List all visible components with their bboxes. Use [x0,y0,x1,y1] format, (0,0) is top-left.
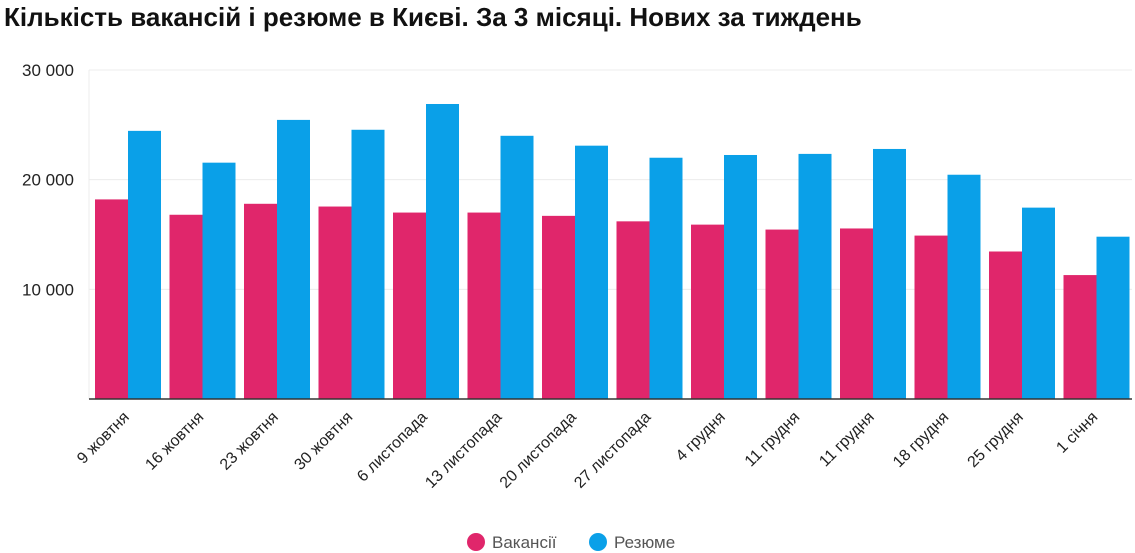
y-tick-label: 30 000 [22,61,74,80]
bar-vacancies [1063,275,1097,399]
bar-vacancies [840,228,873,399]
bar-vacancies [989,251,1022,399]
x-tick-label: 1 січня [1053,409,1101,457]
legend-label: Резюме [614,533,675,552]
x-tick-label: 23 жовтня [217,409,282,474]
x-tick-label: 16 жовтня [142,409,207,474]
y-tick-label: 20 000 [22,171,74,190]
x-tick-label: 27 листопада [571,409,654,492]
x-tick-label: 4 грудня [673,409,729,465]
legend-label: Вакансії [492,533,557,552]
x-tick-label: 6 листопада [354,409,431,486]
x-tick-label: 20 листопада [497,409,580,492]
bar-resumes [649,157,683,399]
bar-resumes [1022,207,1055,399]
bar-vacancies [318,206,352,399]
bar-resumes [277,119,310,400]
x-tick-label: 13 листопада [422,409,505,492]
bar-resumes [351,129,385,400]
legend-marker [589,533,607,551]
bar-resumes [1096,236,1130,399]
bar-vacancies [542,215,575,399]
x-tick-label: 11 грудня [742,409,803,470]
bar-resumes [500,135,534,400]
legend-marker [467,533,485,551]
x-tick-label: 18 грудня [890,409,952,471]
bar-vacancies [244,203,277,399]
bar-resumes [724,154,757,399]
bar-vacancies [616,221,650,399]
bar-resumes [575,145,608,399]
y-tick-label: 10 000 [22,280,74,299]
bar-vacancies [914,235,948,399]
chart-title: Кількість вакансій і резюме в Києві. За … [4,2,862,32]
bar-vacancies [467,212,501,399]
bar-vacancies [169,214,203,399]
bar-vacancies [765,229,799,399]
bar-resumes [798,153,832,399]
x-tick-label: 25 грудня [965,409,1027,471]
bar-resumes [128,130,161,400]
x-tick-label: 9 жовтня [74,409,133,468]
bar-vacancies [393,212,426,399]
bar-resumes [947,174,981,399]
x-tick-label: 11 грудня [816,409,877,470]
bar-vacancies [95,199,128,399]
bar-resumes [426,103,459,399]
bar-resumes [202,162,236,399]
bar-vacancies [691,224,724,399]
bar-resumes [873,148,906,399]
x-tick-label: 30 жовтня [291,409,356,474]
